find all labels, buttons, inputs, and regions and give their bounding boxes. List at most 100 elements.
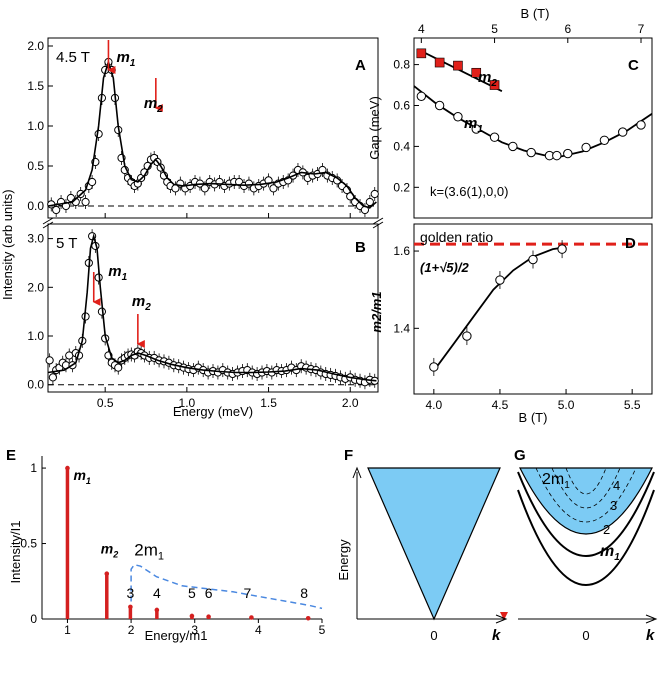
data-point [269, 184, 278, 193]
point-m1 [599, 135, 610, 145]
data-point [429, 362, 439, 372]
panel-ab-xtick-label: 0.5 [97, 396, 114, 410]
axis-break [42, 217, 384, 229]
continuum-curve [130, 563, 323, 612]
panel-g-dashed-2 [551, 467, 621, 509]
panel-a-ylabel: Intensity (arb units) [0, 189, 15, 300]
point-m1 [636, 120, 646, 130]
panel-b-ytick-label: 1.0 [27, 329, 44, 343]
point-m1 [508, 141, 518, 152]
peak-label-m2: m2 [144, 95, 163, 115]
point-m1 [618, 127, 628, 137]
data-point [370, 189, 379, 199]
bar-cap [305, 615, 311, 621]
panel-d-ytick-label: 1.4 [393, 321, 410, 335]
data-point [200, 184, 209, 193]
point-m2 [453, 60, 463, 71]
peak-label-m1: m1 [108, 263, 127, 283]
point-m2 [489, 80, 500, 90]
panel-c-ytick-label: 0.4 [393, 139, 410, 153]
panel-f-continuum [367, 467, 501, 621]
data-point [94, 129, 103, 139]
bar-cap [104, 571, 110, 577]
panel-d-ylabel: m2/m1 [369, 291, 384, 332]
bar-label-8: 8 [300, 585, 308, 601]
peak-label-m1: m1 [116, 49, 135, 69]
data-point [528, 254, 538, 265]
panel-e-ytick-label: 0.5 [20, 537, 37, 551]
panel-f-xlabel: k [492, 627, 501, 644]
panel-c-xtick-label: 6 [564, 22, 571, 36]
point-m1 [489, 132, 500, 142]
panel-a-ytick-label: 1.0 [27, 119, 44, 133]
panel-b-field-label: 5 T [56, 235, 77, 252]
continuum-label: 2m1 [134, 541, 164, 563]
panel-a-field-label: 4.5 T [56, 49, 90, 66]
panel-e-xtick-label: 4 [255, 623, 262, 637]
point-m1 [416, 91, 427, 101]
panel-e-xtick-label: 5 [319, 623, 326, 637]
bar-label-5: 5 [188, 585, 196, 601]
panel-c-xtick-label: 7 [638, 22, 645, 36]
point-m2 [471, 67, 482, 78]
bar-cap [189, 613, 195, 619]
panel-g-label-2m1: 2m1 [542, 471, 570, 491]
golden-ratio-label: golden ratio [420, 229, 493, 245]
panel-ab-xlabel: Energy (meV) [173, 404, 253, 419]
panel-ab-xtick-label: 1.0 [179, 396, 196, 410]
data-point [462, 331, 472, 341]
data-point [557, 244, 567, 254]
panel-e-ylabel: Intensity/I1 [8, 521, 23, 584]
panel-g-mode-2 [517, 471, 655, 557]
panel-f-letter: F [344, 447, 353, 464]
panel-g-continuum [519, 467, 653, 535]
panel-d-xtick-label: 5.5 [624, 398, 641, 412]
panel-b-ytick-label: 0.0 [27, 378, 44, 392]
point-m2 [416, 48, 427, 59]
peak-label-m2: m2 [132, 293, 151, 313]
panel-a-frame [47, 37, 379, 219]
data-point [495, 275, 505, 285]
panel-g-dashed-3 [565, 467, 607, 495]
panel-d-ytick-label: 1.6 [393, 244, 410, 258]
series-label-m1: m1 [464, 115, 483, 135]
panel-d-xtick-label: 5.0 [558, 398, 575, 412]
panel-c-xtick-label: 4 [418, 22, 425, 36]
point-m1 [581, 142, 591, 153]
panel-d-frame [413, 223, 653, 395]
panel-c-annotation: k=(3.6(1),0,0) [430, 184, 508, 199]
panel-a-fit-line [47, 59, 377, 209]
bar-cap [154, 607, 160, 613]
panel-d: 1.4 1.6 4.0 4.5 5.0 5.5 D golden ratio (1+√5… [369, 223, 653, 425]
data-point [48, 373, 58, 382]
panel-c-ylabel: Gap (meV) [367, 96, 382, 160]
panel-b-ytick-label: 2.0 [27, 280, 44, 294]
panel-ab-xtick-label: 1.5 [260, 396, 277, 410]
panel-e-xtick-label: 2 [128, 623, 135, 637]
bar-label-m2: m2 [101, 541, 118, 560]
bar-label-6: 6 [205, 585, 213, 601]
panel-a-ytick-label: 0.0 [27, 199, 44, 213]
panel-c-xtick-label: 5 [491, 22, 498, 36]
panel-g-label-4: 4 [613, 478, 620, 493]
point-m1 [434, 100, 445, 111]
panel-d-xtick-label: 4.0 [425, 398, 442, 412]
panel-f-ylabel: Energy [336, 539, 351, 581]
panel-b-fit-line [47, 233, 377, 382]
panel-e-letter: E [6, 447, 16, 464]
panel-g-xlabel: k [646, 627, 655, 644]
point-m1 [552, 150, 562, 161]
panel-c-ytick-label: 0.2 [393, 180, 410, 194]
panel-f: F 0 k Energy [336, 447, 508, 644]
panel-c-xlabel: B (T) [521, 6, 550, 21]
point-m1 [453, 112, 463, 122]
panel-a-ytick-label: 2.0 [27, 39, 44, 53]
bar-cap [206, 614, 211, 620]
bar-label-4: 4 [153, 585, 161, 601]
bar-cap [65, 465, 70, 471]
panel-c-ytick-label: 0.6 [393, 99, 410, 113]
data-point [52, 205, 61, 215]
